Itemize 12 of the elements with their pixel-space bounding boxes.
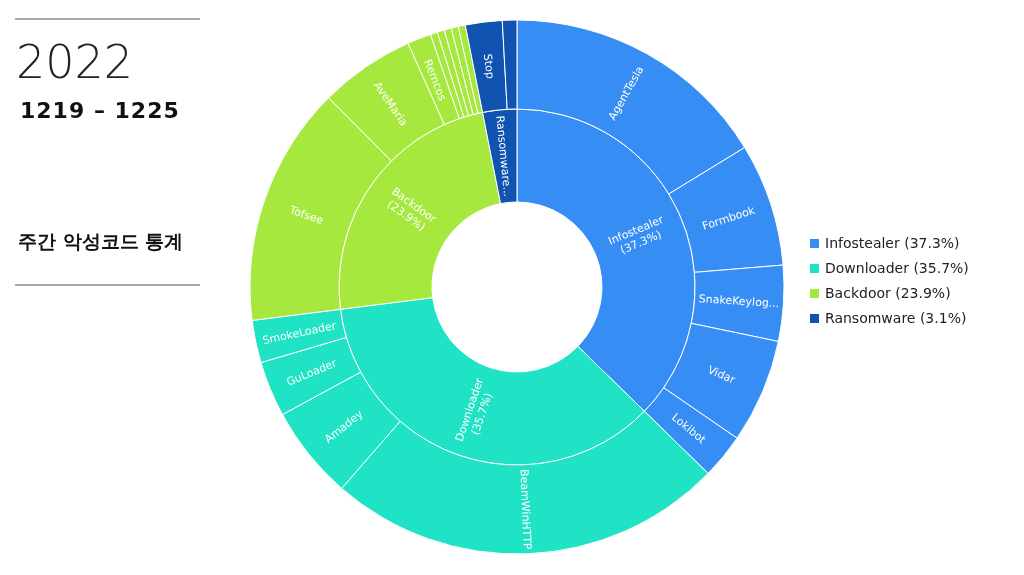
data-label: Ransomware... (493, 114, 515, 198)
slice-label: SnakeKeylog... (698, 292, 780, 311)
legend-label: Ransomware (3.1%) (825, 310, 967, 326)
text: 1219 – 1225 (20, 98, 180, 123)
slice-label: BeamWinHTTP (517, 468, 534, 551)
legend-label: Backdoor (23.9%) (825, 285, 951, 301)
slice-label: Vidar (705, 363, 738, 387)
text: 주간 악성코드 통계 (18, 230, 184, 252)
chart-title: 2022 (16, 35, 134, 89)
slice-label: Stop (480, 53, 497, 80)
legend-label: Downloader (35.7%) (825, 260, 969, 276)
legend-label: Infostealer (37.3%) (825, 235, 960, 251)
